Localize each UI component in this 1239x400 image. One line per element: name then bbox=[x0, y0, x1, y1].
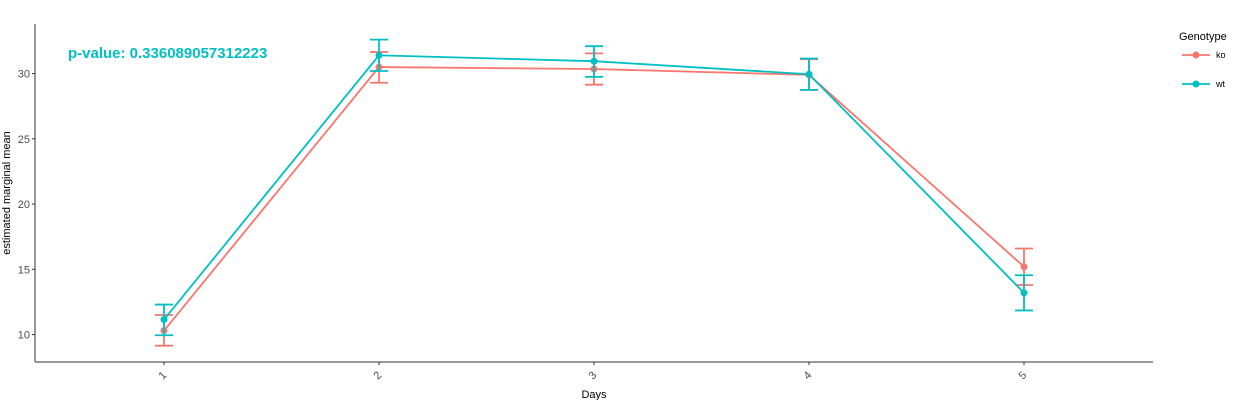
y-axis-title: estimated marginal mean bbox=[1, 131, 13, 255]
x-tick-label: 2 bbox=[371, 369, 384, 382]
y-tick-label: 20 bbox=[18, 199, 30, 211]
y-tick-label: 30 bbox=[18, 69, 30, 81]
x-tick-label: 3 bbox=[586, 369, 599, 382]
data-point-ko bbox=[1020, 263, 1028, 271]
data-point-wt bbox=[1020, 289, 1028, 297]
series-line-ko bbox=[163, 66, 1025, 332]
data-point-wt bbox=[160, 316, 168, 324]
y-ticks: 10 15 20 25 30 bbox=[18, 69, 35, 342]
series-layer bbox=[155, 38, 1033, 347]
legend-label: wt bbox=[1215, 79, 1225, 89]
x-axis-title: Days bbox=[581, 389, 607, 400]
legend-items: ko wt bbox=[1182, 50, 1226, 89]
x-tick-label: 5 bbox=[1016, 369, 1029, 382]
series-wt bbox=[155, 38, 1033, 337]
data-point-wt bbox=[590, 57, 598, 65]
data-point-wt bbox=[805, 70, 813, 78]
legend-item-wt: wt bbox=[1182, 79, 1225, 89]
x-ticks: 1 2 3 4 5 bbox=[156, 362, 1029, 382]
legend: Genotype ko wt bbox=[1179, 31, 1227, 89]
legend-key-point bbox=[1192, 51, 1200, 59]
legend-title: Genotype bbox=[1179, 31, 1227, 43]
y-tick-label: 15 bbox=[18, 264, 30, 276]
legend-key-point bbox=[1192, 80, 1200, 88]
annotation-p-value: p-value: 0.336089057312223 bbox=[68, 45, 267, 62]
y-tick-label: 25 bbox=[18, 134, 30, 146]
x-tick-label: 1 bbox=[156, 369, 169, 382]
x-tick-label: 4 bbox=[801, 369, 814, 382]
data-point-wt bbox=[375, 51, 383, 59]
series-ko bbox=[155, 51, 1033, 347]
legend-label: ko bbox=[1216, 50, 1226, 60]
series-line-wt bbox=[163, 54, 1025, 321]
legend-item-ko: ko bbox=[1182, 50, 1226, 60]
y-tick-label: 10 bbox=[18, 330, 30, 342]
